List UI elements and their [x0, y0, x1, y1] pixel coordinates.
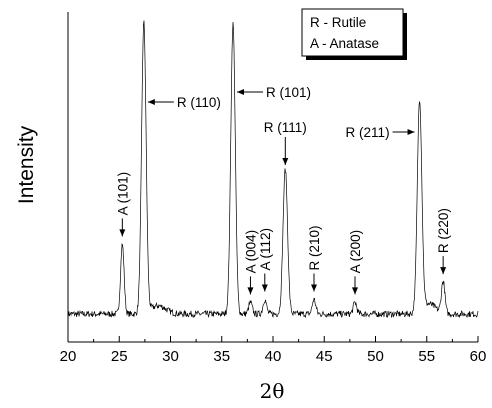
x-tick-label-30: 30 — [162, 348, 179, 365]
annotation-r-220-: R (220) — [436, 208, 451, 275]
arrow-head — [261, 284, 268, 292]
x-tick-label-45: 45 — [316, 348, 333, 365]
annotation-label: R (110) — [177, 95, 221, 110]
arrow-head — [282, 158, 289, 165]
annotation-label: A (112) — [258, 228, 273, 271]
arrow-head — [352, 287, 358, 295]
x-axis-ticks: 20 25 30 35 40 45 50 55 60 — [60, 336, 487, 365]
annotation-a-112-: A (112) — [258, 228, 273, 292]
annotation-r-111-: R (111) — [264, 120, 307, 165]
legend: R - Rutile A - Anatase — [301, 8, 407, 60]
annotation-label: R (210) — [307, 225, 322, 270]
x-tick-label-40: 40 — [265, 348, 282, 365]
x-tick-label-25: 25 — [111, 348, 128, 365]
x-tick-label-35: 35 — [213, 348, 230, 365]
x-tick-label-50: 50 — [367, 348, 384, 365]
annotation-a-101-: A (101) — [115, 172, 130, 237]
y-axis-label: Intensity — [15, 125, 38, 204]
annotation-label: A (200) — [348, 230, 363, 274]
annotation-label: R (211) — [346, 125, 390, 140]
series-line — [67, 20, 479, 319]
x-tick-label-60: 60 — [470, 348, 487, 365]
annotation-r-210-: R (210) — [307, 225, 322, 292]
annotation-label: R (220) — [436, 208, 451, 253]
annotation-a-004-: A (004) — [243, 230, 258, 295]
x-axis-label: 2θ — [260, 379, 285, 403]
legend-box — [301, 8, 404, 57]
annotation-r-110-: R (110) — [147, 95, 221, 110]
annotation-label: A (101) — [115, 172, 130, 216]
legend-entry-anatase: A - Anatase — [310, 36, 379, 51]
annotation-a-200-: A (200) — [348, 230, 363, 295]
arrow-head — [147, 99, 155, 105]
arrow-head — [119, 229, 126, 237]
annotation-r-211-: R (211) — [346, 125, 415, 140]
legend-entry-rutile: R - Rutile — [310, 15, 366, 30]
x-tick-label-20: 20 — [60, 348, 77, 365]
arrow-head — [237, 89, 245, 95]
annotation-label: A (004) — [243, 230, 258, 274]
arrow-head — [440, 267, 447, 275]
arrow-head — [407, 129, 415, 135]
x-tick-label-55: 55 — [418, 348, 435, 365]
arrow-head — [311, 284, 317, 292]
arrow-head — [247, 287, 254, 295]
annotation-label: R (101) — [266, 85, 311, 100]
peak-annotations: A (101) R (110) R (101) A (004) A (112) R (11… — [115, 85, 451, 295]
annotation-label: R (111) — [264, 120, 307, 135]
annotation-r-101-: R (101) — [237, 85, 311, 100]
series-group — [67, 20, 479, 319]
